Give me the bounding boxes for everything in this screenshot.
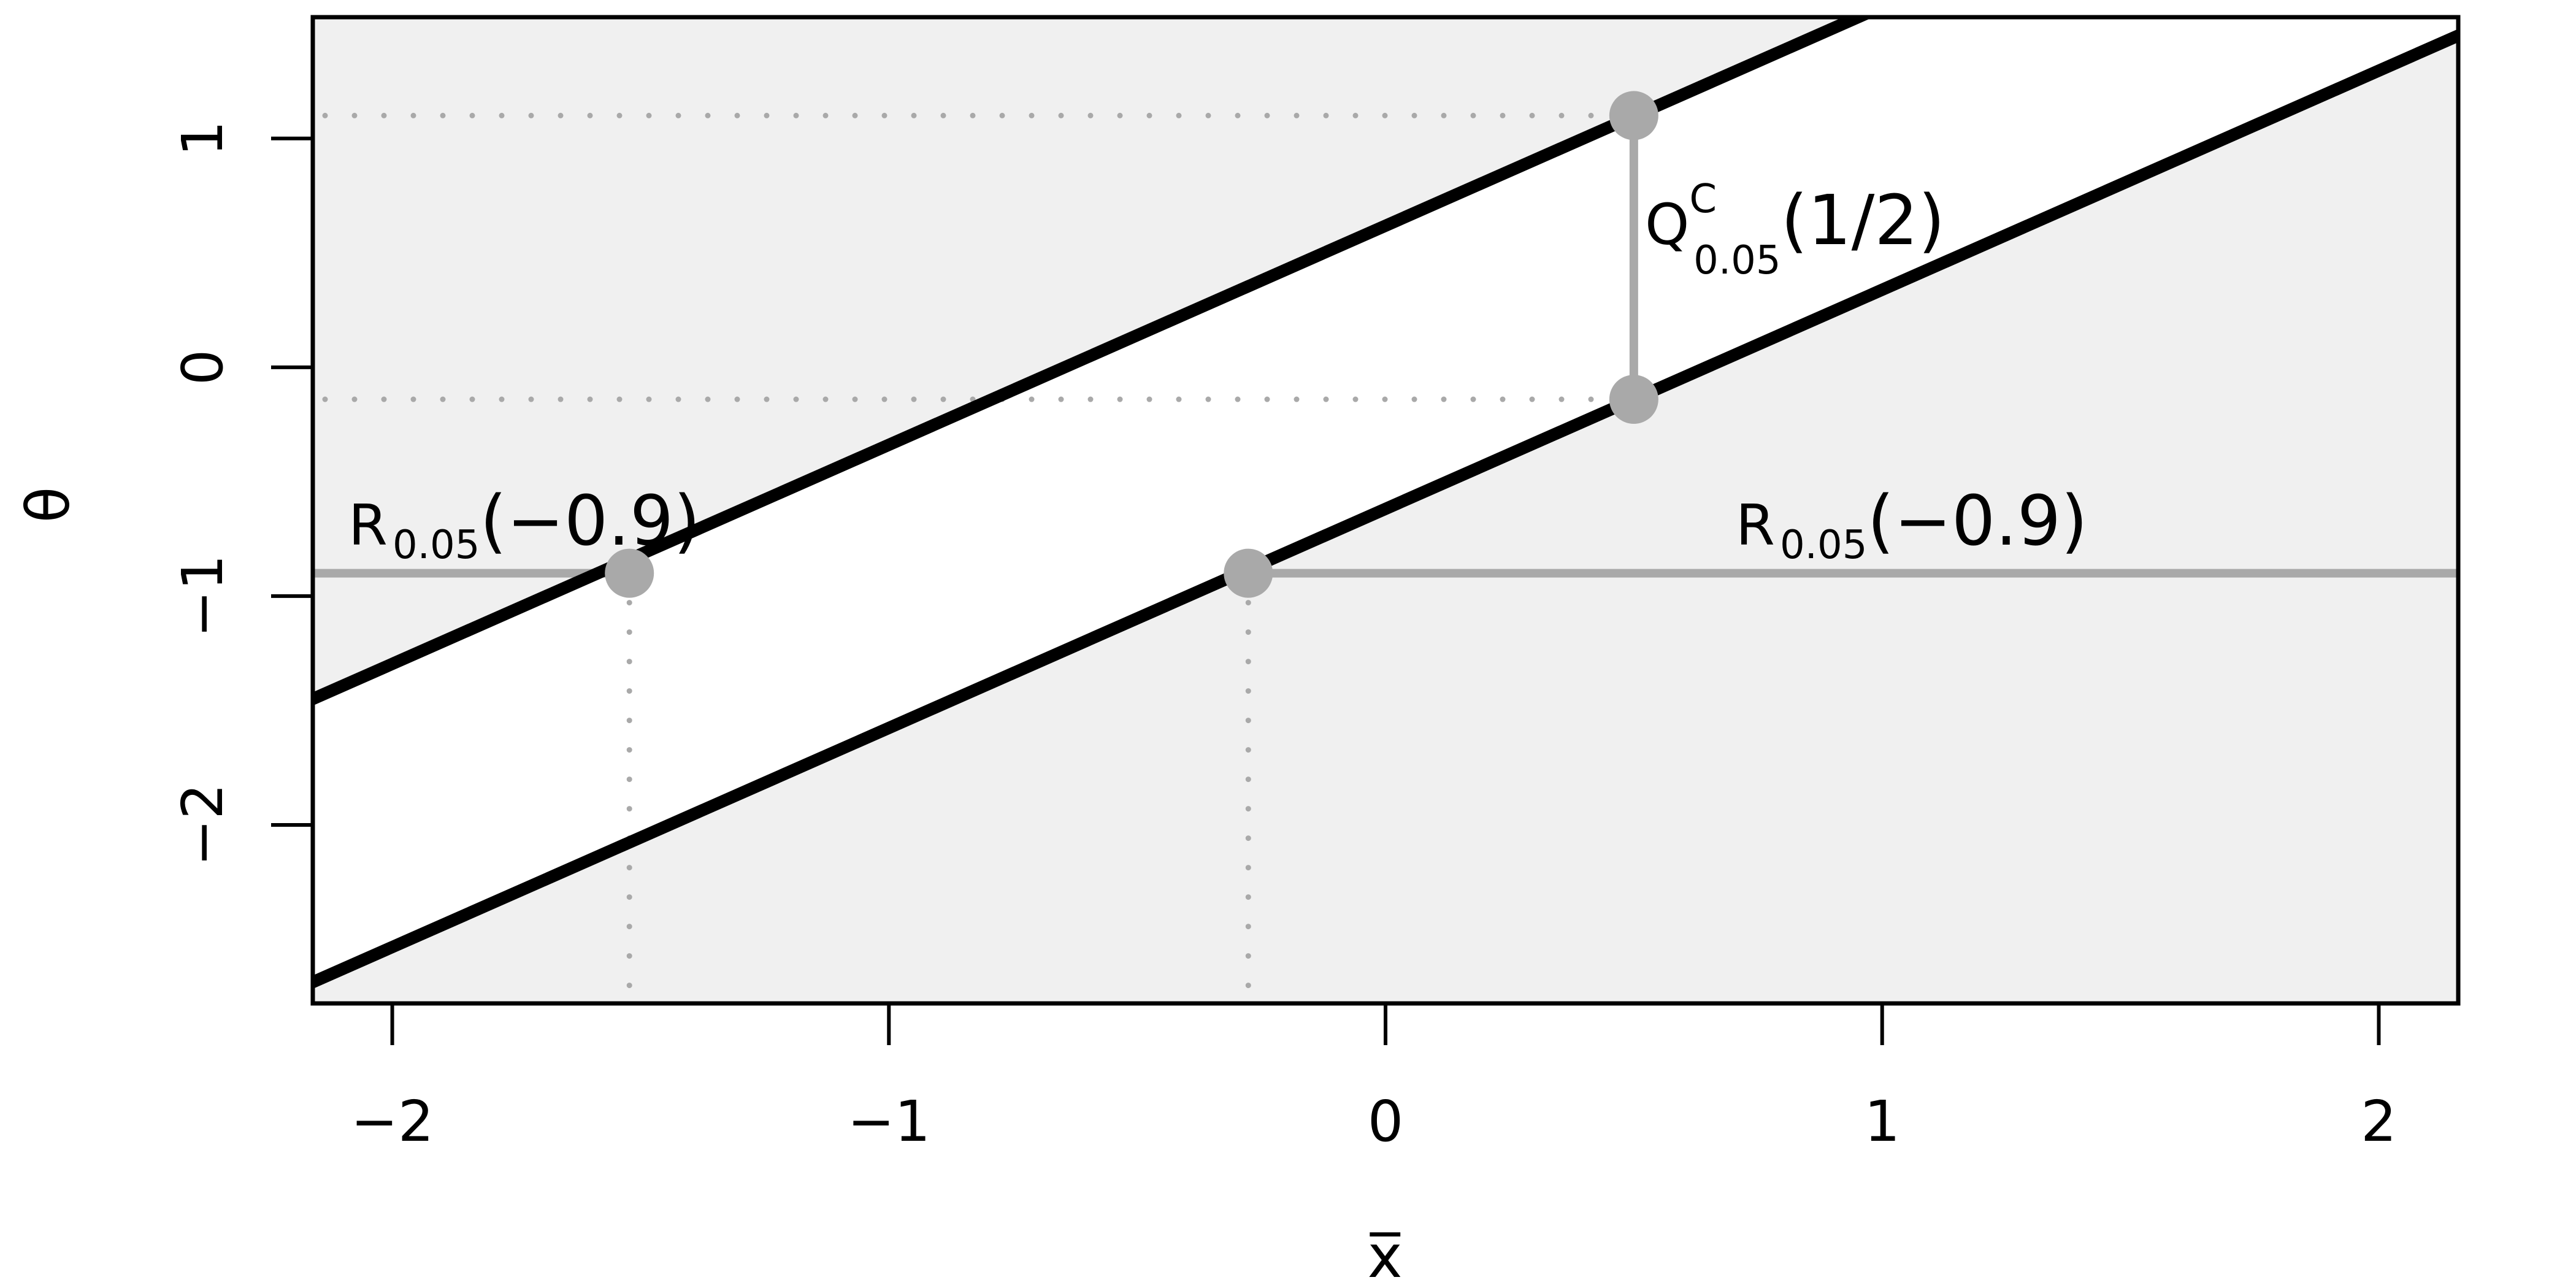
y-tick-label-3: 1 bbox=[170, 120, 236, 156]
x-tick-label-2: 0 bbox=[1368, 1089, 1404, 1154]
annotations: R 0.05(−0.9) R 0.05(−0.9) QC 0.05(1/2) bbox=[348, 177, 2088, 568]
y-tick-label-2: 0 bbox=[170, 350, 236, 386]
upper-bound-line bbox=[313, 17, 1874, 706]
x-tick-label-1: −1 bbox=[847, 1089, 930, 1154]
y-axis: −2 −1 0 1 bbox=[170, 120, 313, 867]
x-axis-title: x̅ bbox=[1368, 1222, 1403, 1288]
r-label-left: R 0.05(−0.9) bbox=[348, 481, 700, 568]
x-tick-label-3: 1 bbox=[1864, 1089, 1900, 1154]
x-axis: −2 −1 0 1 2 bbox=[351, 1003, 2397, 1154]
lower-bound-line bbox=[313, 29, 2458, 989]
q-label: QC 0.05(1/2) bbox=[1645, 177, 1945, 283]
band-bounds bbox=[313, 17, 2458, 989]
y-tick-label-0: −2 bbox=[170, 783, 236, 867]
y-tick-label-1: −1 bbox=[170, 554, 236, 638]
x-tick-label-0: −2 bbox=[351, 1089, 434, 1154]
marker-0 bbox=[1609, 91, 1658, 140]
markers bbox=[605, 91, 1658, 598]
y-axis-title: θ bbox=[14, 487, 83, 523]
guide-lines bbox=[313, 112, 2458, 989]
x-tick-label-4: 2 bbox=[2361, 1089, 2397, 1154]
marker-2 bbox=[605, 548, 654, 598]
marker-3 bbox=[1224, 548, 1273, 598]
r-label-right: R 0.05(−0.9) bbox=[1736, 481, 2088, 568]
marker-1 bbox=[1609, 375, 1658, 424]
